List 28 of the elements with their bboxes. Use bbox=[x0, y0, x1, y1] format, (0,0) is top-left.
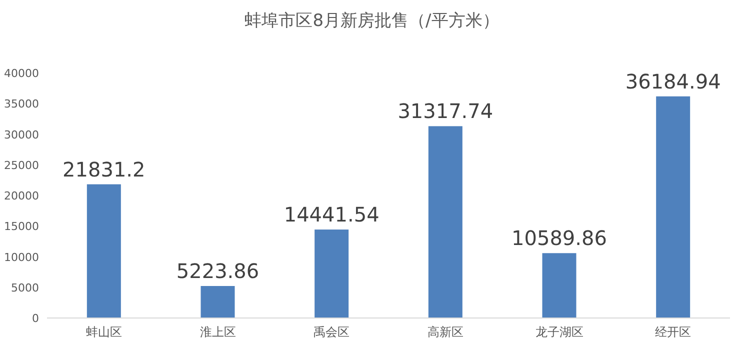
y-tick-label: 20000 bbox=[4, 190, 39, 202]
bar bbox=[656, 96, 690, 318]
data-label: 36184.94 bbox=[625, 69, 721, 94]
data-label: 21831.2 bbox=[62, 157, 146, 182]
data-label: 31317.74 bbox=[398, 99, 494, 124]
y-tick-label: 30000 bbox=[4, 128, 39, 142]
data-label: 5223.86 bbox=[176, 259, 260, 284]
bar bbox=[200, 286, 235, 318]
bar bbox=[86, 184, 121, 318]
x-tick-label: 蚌山区 bbox=[86, 325, 122, 339]
y-tick-label: 0 bbox=[32, 312, 39, 325]
bar bbox=[314, 230, 349, 318]
y-tick-label: 40000 bbox=[4, 67, 39, 80]
bar bbox=[428, 126, 462, 318]
chart-title: 蚌埠市区8月新房批售（/平方米） bbox=[244, 11, 500, 31]
data-label: 14441.54 bbox=[284, 202, 380, 227]
y-tick-label: 5000 bbox=[11, 281, 39, 294]
x-tick-label: 高新区 bbox=[427, 325, 464, 339]
y-tick-label: 15000 bbox=[4, 220, 39, 234]
y-tick-label: 35000 bbox=[4, 98, 39, 111]
y-tick-label: 10000 bbox=[4, 250, 39, 264]
bar bbox=[542, 253, 576, 318]
data-label: 10589.86 bbox=[512, 226, 607, 250]
x-tick-label: 淮上区 bbox=[200, 325, 236, 339]
x-tick-label: 经开区 bbox=[655, 325, 692, 339]
y-tick-label: 25000 bbox=[4, 158, 39, 172]
x-tick-label: 龙子湖区 bbox=[535, 325, 584, 339]
x-tick-label: 禹会区 bbox=[314, 325, 350, 339]
